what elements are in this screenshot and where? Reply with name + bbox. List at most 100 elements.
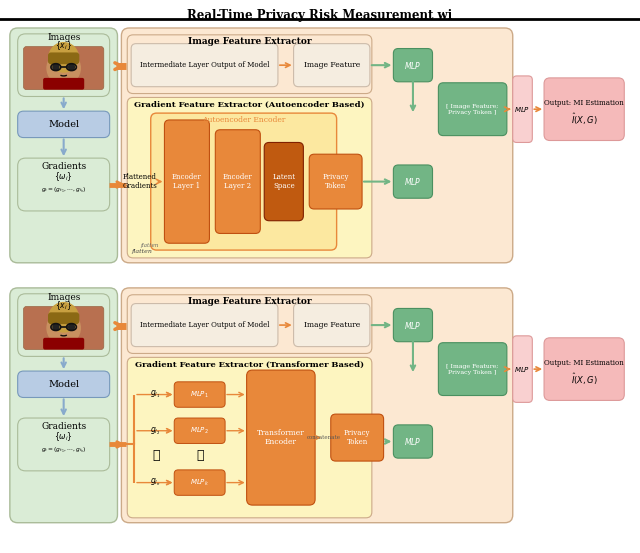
Text: $MLP$: $MLP$ [515, 364, 531, 374]
FancyBboxPatch shape [309, 154, 362, 209]
Circle shape [49, 43, 78, 72]
Text: Output: MI Estimation: Output: MI Estimation [544, 359, 624, 367]
Text: Encoder
Layer 1: Encoder Layer 1 [172, 173, 202, 190]
FancyBboxPatch shape [18, 371, 109, 398]
Text: Gradient Feature Extractor (Autoencoder Based): Gradient Feature Extractor (Autoencoder … [134, 101, 365, 109]
Text: $MLP$: $MLP$ [404, 176, 422, 187]
Text: Model: Model [48, 121, 79, 129]
Text: ⋮: ⋮ [152, 448, 159, 462]
Text: Encoder
Layer 2: Encoder Layer 2 [223, 173, 253, 190]
Circle shape [47, 51, 80, 85]
Text: Output: MI Estimation: Output: MI Estimation [544, 100, 624, 107]
FancyBboxPatch shape [174, 470, 225, 495]
Text: Flattened
Gradients: Flattened Gradients [123, 173, 157, 190]
Text: Latent
Space: Latent Space [272, 173, 295, 190]
FancyBboxPatch shape [174, 418, 225, 444]
Text: $g_{l_1}$: $g_{l_1}$ [150, 389, 161, 400]
Text: ⋮: ⋮ [196, 448, 204, 462]
Text: Image Feature Extractor: Image Feature Extractor [188, 37, 312, 46]
FancyBboxPatch shape [215, 130, 260, 233]
FancyBboxPatch shape [394, 49, 433, 82]
Text: $\{x_i\}$: $\{x_i\}$ [55, 299, 72, 312]
Text: $g_{l_2}$: $g_{l_2}$ [150, 425, 161, 436]
Text: $MLP$: $MLP$ [404, 320, 422, 331]
FancyBboxPatch shape [294, 304, 370, 347]
FancyBboxPatch shape [53, 79, 74, 88]
Text: Image Feature Extractor: Image Feature Extractor [188, 297, 312, 306]
Text: Real-Time Privacy Risk Measurement wi: Real-Time Privacy Risk Measurement wi [188, 9, 452, 23]
FancyBboxPatch shape [544, 78, 624, 140]
FancyBboxPatch shape [264, 143, 303, 221]
Text: Images: Images [47, 293, 81, 302]
FancyBboxPatch shape [127, 357, 372, 518]
FancyBboxPatch shape [18, 418, 109, 471]
Circle shape [53, 324, 59, 330]
FancyBboxPatch shape [127, 35, 372, 93]
FancyBboxPatch shape [164, 120, 209, 243]
FancyBboxPatch shape [131, 304, 278, 347]
FancyBboxPatch shape [438, 343, 507, 395]
FancyBboxPatch shape [127, 295, 372, 353]
Text: [ Image Feature;
Privacy Token ]: [ Image Feature; Privacy Token ] [447, 364, 499, 374]
Circle shape [49, 302, 78, 332]
FancyBboxPatch shape [122, 288, 513, 523]
FancyBboxPatch shape [131, 44, 278, 87]
Text: $\{\omega_i\}$: $\{\omega_i\}$ [54, 430, 73, 443]
Text: concatenate: concatenate [307, 435, 341, 440]
Text: $MLP_2$: $MLP_2$ [190, 426, 209, 436]
FancyBboxPatch shape [394, 425, 433, 458]
Text: Model: Model [48, 380, 79, 389]
Text: $MLP$: $MLP$ [404, 60, 422, 71]
FancyBboxPatch shape [174, 382, 225, 407]
Text: $\hat{I}(X, G)$: $\hat{I}(X, G)$ [571, 111, 598, 127]
Text: Images: Images [47, 33, 81, 42]
Text: $g_t = (g_{t_1}, \cdots, g_{t_n})$: $g_t = (g_{t_1}, \cdots, g_{t_n})$ [41, 446, 86, 455]
Text: $g_t = (g_{t_1}, \cdots, g_{t_n})$: $g_t = (g_{t_1}, \cdots, g_{t_n})$ [41, 186, 86, 195]
FancyBboxPatch shape [438, 83, 507, 135]
FancyBboxPatch shape [24, 306, 104, 349]
FancyBboxPatch shape [127, 97, 372, 258]
Text: $\{\omega_i\}$: $\{\omega_i\}$ [54, 170, 73, 183]
Text: $MLP$: $MLP$ [515, 105, 531, 114]
FancyBboxPatch shape [394, 165, 433, 198]
FancyBboxPatch shape [18, 158, 109, 211]
FancyBboxPatch shape [48, 53, 79, 64]
FancyBboxPatch shape [43, 338, 84, 349]
FancyBboxPatch shape [294, 44, 370, 87]
FancyBboxPatch shape [331, 414, 383, 461]
FancyBboxPatch shape [18, 111, 109, 138]
Circle shape [47, 311, 80, 345]
Circle shape [68, 64, 74, 70]
Text: $MLP$: $MLP$ [404, 436, 422, 447]
Circle shape [53, 64, 59, 70]
Text: $\hat{I}(X, G)$: $\hat{I}(X, G)$ [571, 371, 598, 387]
FancyBboxPatch shape [513, 336, 532, 403]
Text: flatten: flatten [141, 243, 159, 248]
FancyBboxPatch shape [394, 309, 433, 342]
Text: Image Feature: Image Feature [303, 321, 360, 329]
Text: $MLP_k$: $MLP_k$ [190, 477, 209, 488]
Text: [ Image Feature;
Privacy Token ]: [ Image Feature; Privacy Token ] [447, 104, 499, 114]
FancyBboxPatch shape [151, 113, 337, 250]
Text: Gradient Feature Extractor (Transformer Based): Gradient Feature Extractor (Transformer … [135, 361, 364, 369]
Text: (a)  Designed Based on Autoencoder: (a) Designed Based on Autoencoder [205, 301, 435, 314]
Text: Privacy
Token: Privacy Token [344, 429, 371, 446]
Text: flatten: flatten [131, 248, 152, 254]
Text: Intermediate Layer Output of Model: Intermediate Layer Output of Model [140, 61, 269, 69]
Text: $\{x_i\}$: $\{x_i\}$ [55, 39, 72, 52]
FancyBboxPatch shape [53, 339, 74, 348]
Text: Autoencoder Encoder: Autoencoder Encoder [202, 116, 285, 124]
FancyBboxPatch shape [544, 338, 624, 400]
FancyBboxPatch shape [18, 34, 109, 96]
FancyBboxPatch shape [10, 28, 118, 263]
FancyBboxPatch shape [48, 312, 79, 324]
Text: $MLP_1$: $MLP_1$ [190, 389, 209, 400]
Text: Gradients: Gradients [41, 163, 86, 171]
FancyBboxPatch shape [10, 288, 118, 523]
FancyBboxPatch shape [18, 294, 109, 356]
FancyBboxPatch shape [513, 76, 532, 143]
Text: Image Feature: Image Feature [303, 61, 360, 69]
Text: $g_{l_n}$: $g_{l_n}$ [150, 477, 161, 488]
Circle shape [68, 324, 74, 330]
FancyBboxPatch shape [122, 28, 513, 263]
